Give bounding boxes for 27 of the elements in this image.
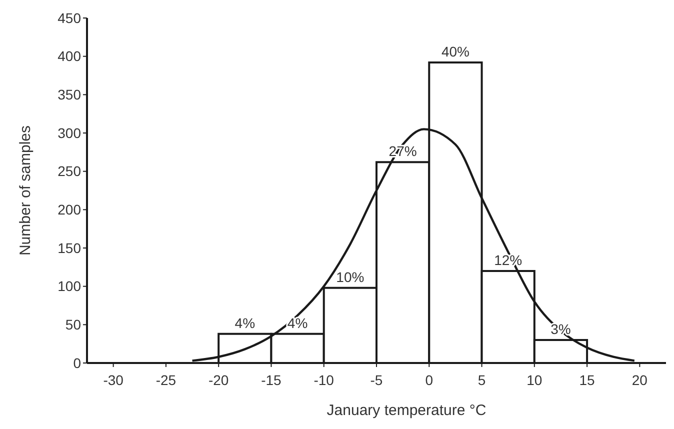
x-tick-label: -5 (370, 372, 383, 388)
y-tick-label: 300 (58, 124, 82, 141)
y-tick-label: 200 (58, 202, 82, 218)
y-tick-label: 400 (58, 48, 82, 64)
x-tick-label: -15 (261, 372, 282, 388)
x-tick-label: 10 (526, 372, 542, 388)
y-tick-label: 150 (58, 240, 82, 256)
y-tick-label: 450 (58, 10, 82, 26)
x-tick-label: -30 (103, 372, 124, 388)
x-tick-label: 5 (478, 372, 486, 388)
x-tick-label: -20 (208, 372, 229, 388)
y-tick-label: 50 (65, 316, 82, 333)
annotation: 4% (234, 314, 256, 331)
annotation: 10% (336, 268, 364, 285)
x-tick-label: -10 (314, 372, 334, 388)
annotation: 4% (287, 314, 308, 331)
x-tick-label: 0 (425, 372, 434, 388)
y-tick-label: 250 (58, 163, 82, 180)
x-tick-label: 20 (632, 372, 648, 388)
y-tick-label: 0 (73, 354, 82, 371)
x-axis-title: January temperature °C (326, 402, 486, 419)
y-tick-label: 350 (58, 86, 82, 103)
y-tick-label: 100 (58, 278, 82, 294)
x-tick-label: -25 (156, 372, 176, 388)
annotation: 40% (441, 43, 470, 60)
x-tick-label: 15 (579, 372, 596, 388)
y-axis-title: Number of samples (17, 125, 34, 256)
